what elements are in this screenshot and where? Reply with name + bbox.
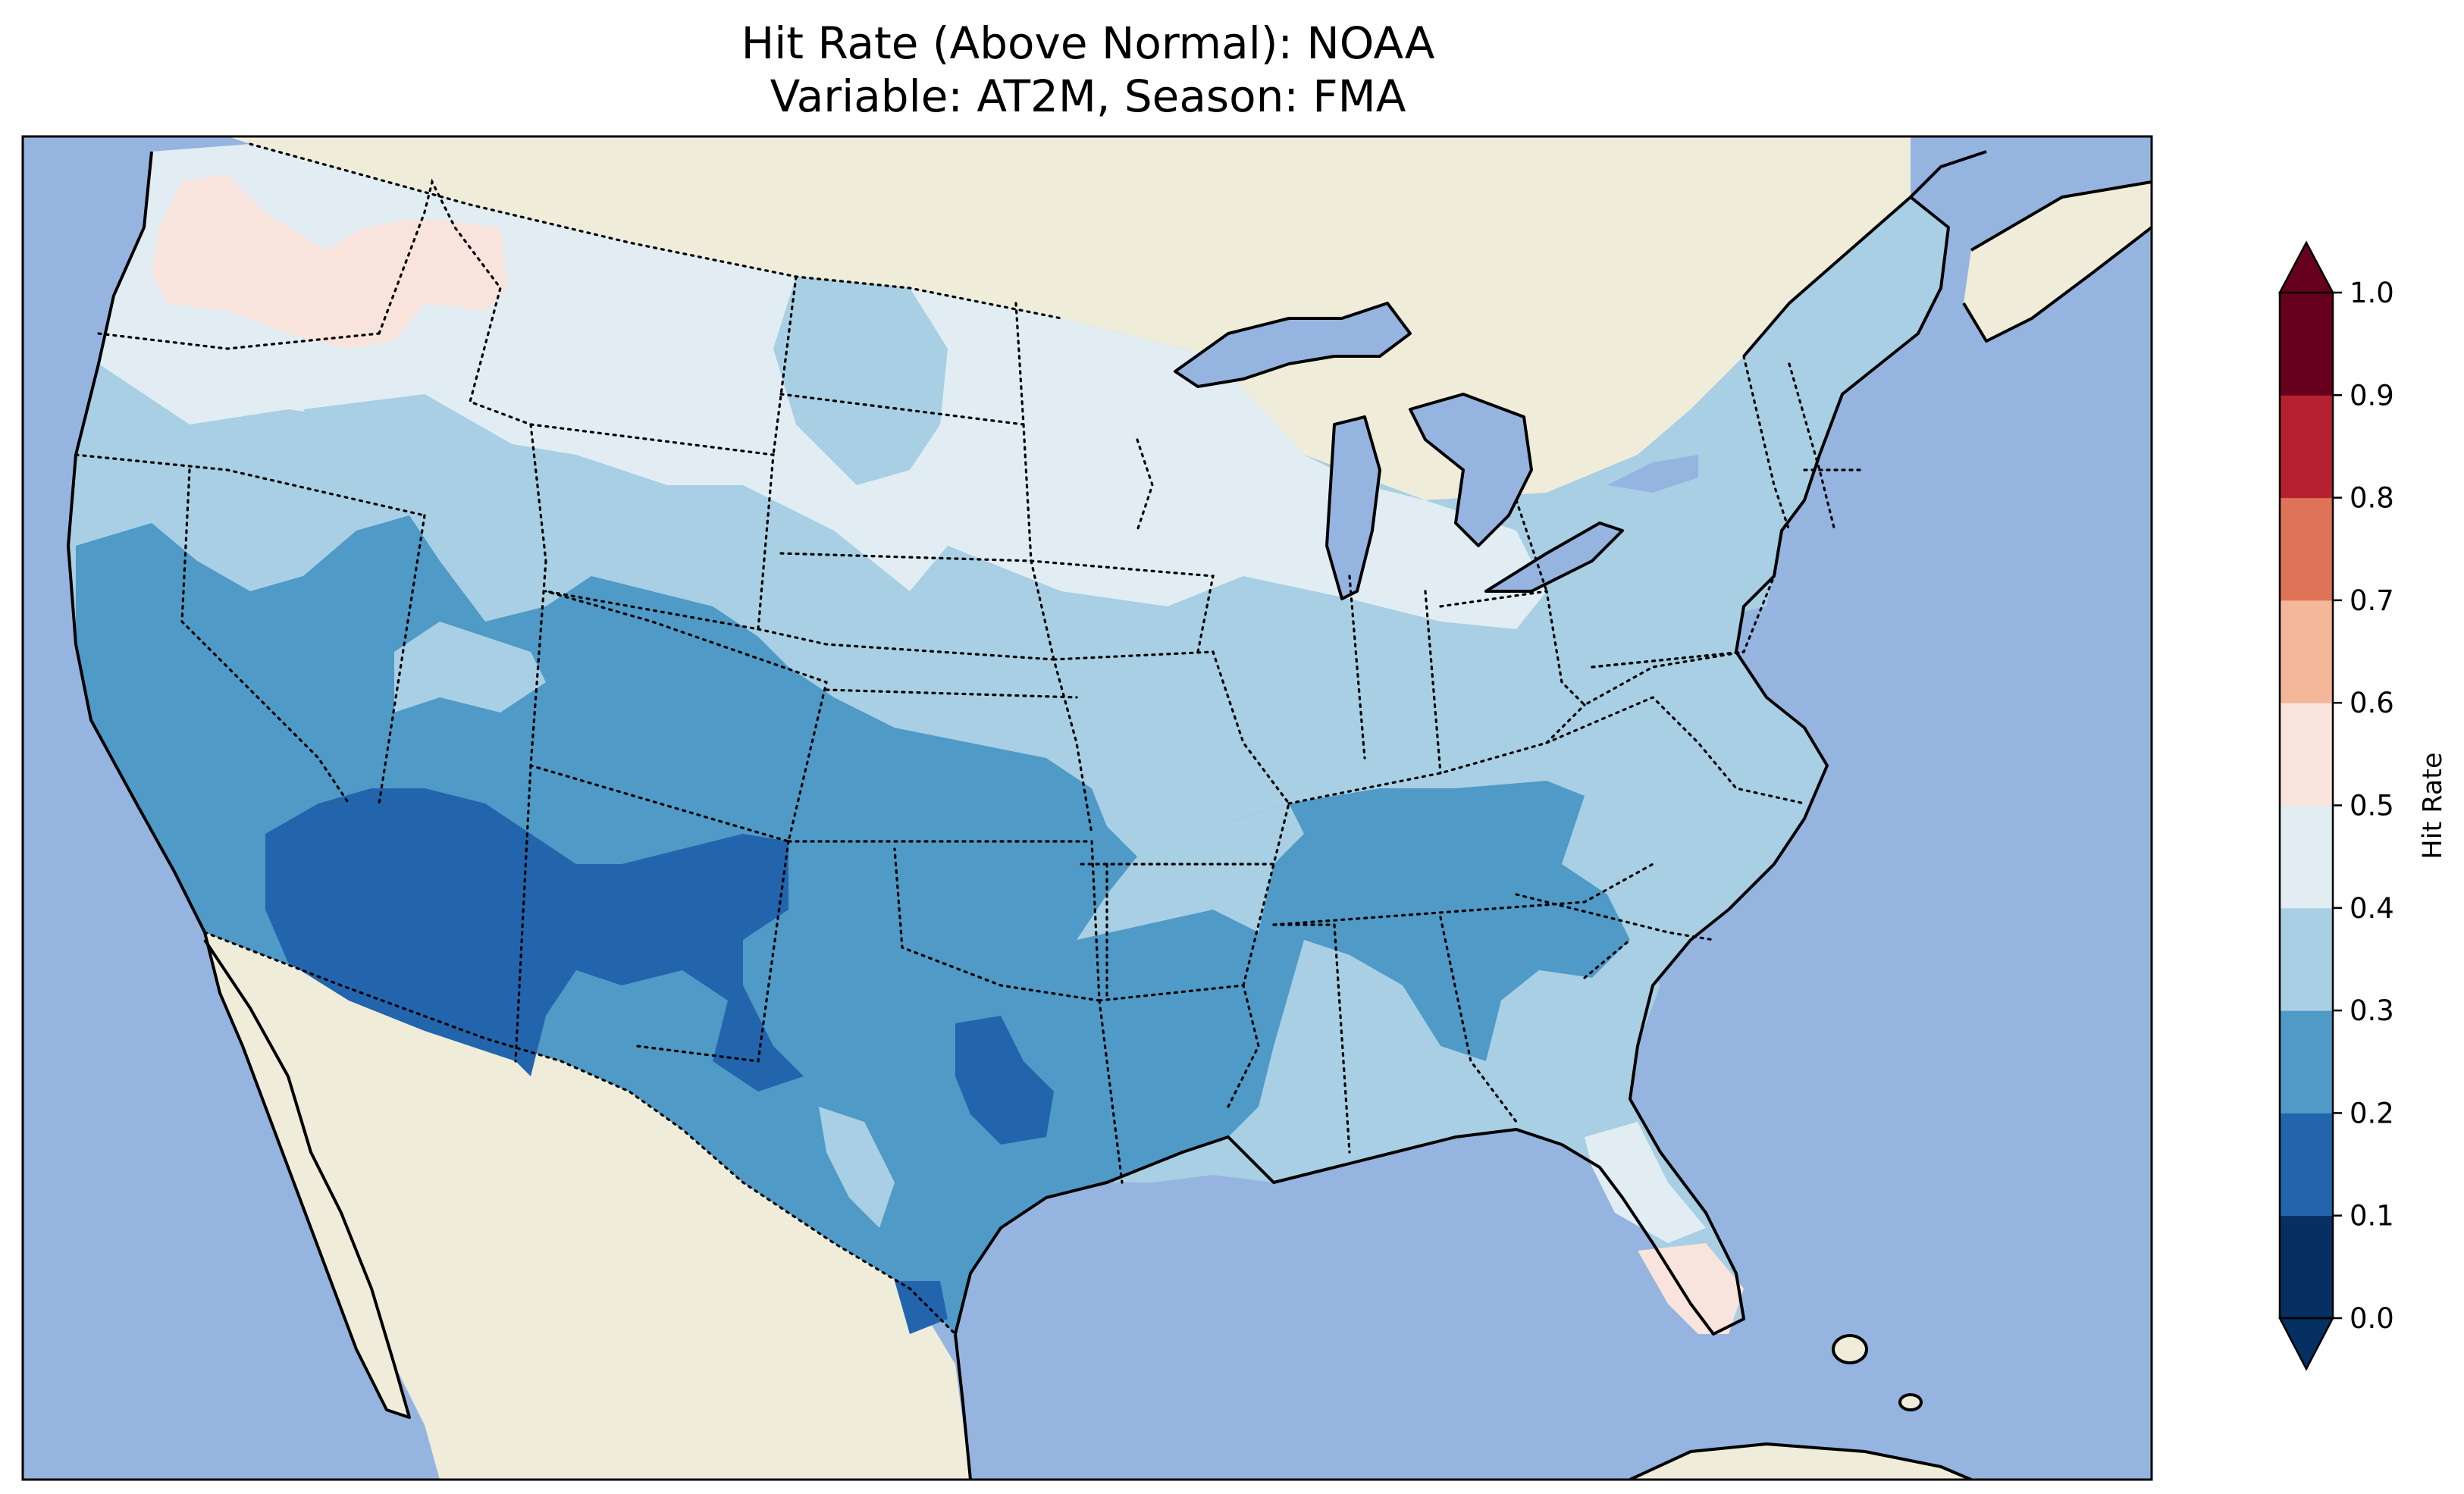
map-frame [21,135,2153,1481]
wyoming [529,423,775,631]
region-west-and-south [76,515,1630,1334]
cuba-shore [1629,1442,1972,1480]
baja-california [205,940,409,1417]
or-ca-border [74,453,426,517]
oklahoma [787,840,1101,1002]
great-lakes-shore [1174,302,1624,600]
colorbar-bin [2280,1113,2333,1217]
missouri [1052,650,1290,866]
ca-nv-border [180,468,350,805]
colorbar-bin [2280,1215,2333,1319]
mississippi-al [1272,916,1518,1154]
arizona-nm [514,764,790,1063]
canada-border [249,143,1063,320]
region-south-texas [819,1107,895,1228]
region-desert-southwest [265,788,804,1092]
colorbar-extend-top [2277,240,2335,294]
region-north-florida [1585,1122,1706,1243]
utah-colorado [529,559,828,844]
nova-scotia-shore [1962,180,2152,343]
lake-erie [1486,523,1622,591]
colorbar-ticks: 0.0 0.1 0.2 0.3 0.4 0.5 0.6 0.7 0.8 0.9 1.0 [2333,277,2394,1335]
region-new-england [1804,212,1926,364]
colorbar-bin [2280,293,2333,396]
region-dakotas [773,277,948,485]
gulf-coast-line [954,196,1950,1336]
region-great-basin [394,622,546,713]
colorbar-label: Hit Rate [2418,752,2448,859]
colorbar-bin [2280,395,2333,499]
atlantic-canada [1964,182,2152,341]
colorbar-tick-label: 0.5 [2350,790,2394,822]
region-northeast [1547,364,1804,629]
idaho-border [378,178,547,562]
va-nc [1545,696,1806,805]
colorbar-tick-label: 0.6 [2350,687,2394,719]
region-pacific-northwest [152,174,508,349]
title-line-1: Hit Rate (Above Normal): NOAA [741,17,1435,69]
colorbar-bin [2280,703,2333,806]
colorbar-bin [2280,497,2333,601]
colorbar-tick-label: 0.8 [2350,482,2394,515]
colorbar-tick-label: 0.1 [2350,1200,2394,1232]
lake-superior [1175,303,1410,387]
wa-or-border [97,332,381,350]
lake-ontario [1607,455,1698,493]
st-lawrence-shore [1742,150,1987,358]
map-title: Hit Rate (Above Normal): NOAA Variable: … [0,17,2176,123]
region-kansas-missouri [819,667,1304,940]
colorbar-bin [2280,600,2333,703]
bahamas-island [1898,1393,1923,1411]
colorbar-tick-label: 0.7 [2350,584,2394,617]
arkansas-la [1098,863,1275,1108]
colorbar-tick-label: 0.2 [2350,1097,2394,1129]
title-line-2: Variable: AT2M, Season: FMA [770,70,1406,122]
mexico-border [203,931,957,1336]
montana-dakota [772,275,798,456]
mexico-landmass [205,932,970,1480]
cuba [1630,1444,1971,1480]
colorbar-tick-label: 0.4 [2350,892,2394,925]
coastlines [67,150,2152,1480]
mexico-gulf-shore [954,1333,972,1480]
colorbar-bin [2280,907,2333,1011]
region-south-florida [1638,1243,1744,1334]
colorbar-tick-label: 0.3 [2350,994,2394,1027]
new-york-ne [1591,355,1867,669]
colorbar-bin [2280,805,2333,909]
region-alabama-georgia [1274,940,1660,1167]
texas-east [1098,999,1124,1184]
colorbar-bin [2280,1010,2333,1113]
colorbar-extend-bottom [2277,1317,2335,1371]
west-coast-line [67,151,411,1419]
state-borders [74,143,1867,1336]
region-central-texas [955,1016,1054,1145]
colorbar-bins [2280,293,2333,1319]
tn-ky [1272,575,1654,926]
colorbar-tick-label: 1.0 [2350,277,2394,309]
georgia-sc [1515,893,1715,979]
colorbar-tick-label: 0.9 [2350,379,2394,412]
colorbar-tick-label: 0.0 [2350,1302,2394,1335]
minnesota-iowa [1022,423,1215,653]
region-texas-coast [895,1281,948,1334]
region-montana [303,394,591,531]
bahamas-island [1832,1334,1868,1364]
lake-huron [1410,394,1531,546]
nevada-east [378,514,426,805]
